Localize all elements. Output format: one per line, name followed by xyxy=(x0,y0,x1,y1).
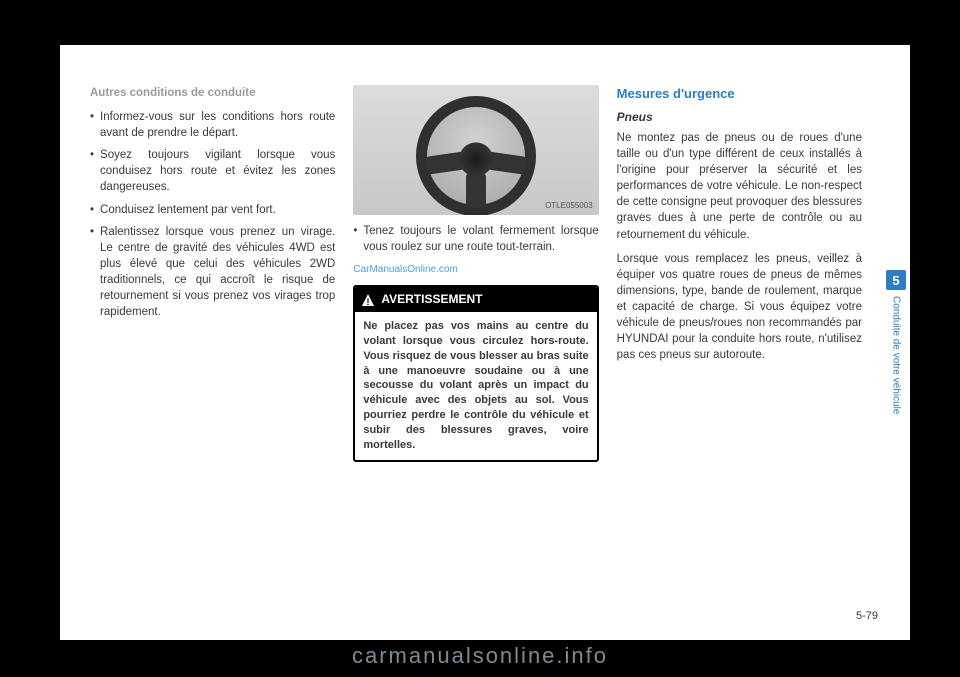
bullet-list-conditions: •Informez-vous sur les conditions hors r… xyxy=(90,109,335,326)
list-item-text: Conduisez lentement par vent fort. xyxy=(100,202,335,218)
column-2: OTLE055003 •Tenez toujours le volant fer… xyxy=(353,85,598,620)
svg-text:!: ! xyxy=(367,297,370,307)
column-1: Autres conditions de conduite •Informez-… xyxy=(90,85,335,620)
list-item: •Soyez toujours vigilant lorsque vous co… xyxy=(90,147,335,195)
steering-wheel-figure: OTLE055003 xyxy=(353,85,598,215)
page-number: 5-79 xyxy=(856,610,878,622)
warning-body: Ne placez pas vos mains au centre du vol… xyxy=(355,312,596,460)
bullet-icon: • xyxy=(90,109,94,141)
list-item-text: Informez-vous sur les conditions hors ro… xyxy=(100,109,335,141)
chapter-tab: 5 xyxy=(886,270,906,290)
list-item: •Informez-vous sur les conditions hors r… xyxy=(90,109,335,141)
chapter-sidebar: 5 Conduite de votre véhicule xyxy=(882,45,910,640)
chapter-title-vertical: Conduite de votre véhicule xyxy=(891,296,902,414)
paragraph: Ne montez pas de pneus ou de roues d'une… xyxy=(617,130,862,243)
figure-code: OTLE055003 xyxy=(545,200,593,211)
paragraph: Lorsque vous remplacez les pneus, veille… xyxy=(617,251,862,364)
bullet-icon: • xyxy=(90,224,94,321)
list-item: •Ralentissez lorsque vous prenez un vira… xyxy=(90,224,335,321)
list-item-text: Tenez toujours le volant fermement lorsq… xyxy=(363,223,598,255)
list-item-text: Soyez toujours vigilant lorsque vous con… xyxy=(100,147,335,195)
bullet-icon: • xyxy=(90,147,94,195)
content-columns: Autres conditions de conduite •Informez-… xyxy=(60,45,882,640)
bullet-icon: • xyxy=(90,202,94,218)
steering-wheel-icon xyxy=(416,96,536,215)
subheading-other-conditions: Autres conditions de conduite xyxy=(90,85,335,101)
footer-watermark: carmanualsonline.info xyxy=(352,643,608,669)
list-item-text: Ralentissez lorsque vous prenez un virag… xyxy=(100,224,335,321)
bullet-list-steering: •Tenez toujours le volant fermement lors… xyxy=(353,223,598,261)
list-item: • Conduisez lentement par vent fort. xyxy=(90,202,335,218)
warning-header: ! AVERTISSEMENT xyxy=(355,287,596,312)
warning-box: ! AVERTISSEMENT Ne placez pas vos mains … xyxy=(353,285,598,461)
warning-triangle-icon: ! xyxy=(361,293,375,307)
subheading-tires: Pneus xyxy=(617,109,862,126)
manual-page: Autres conditions de conduite •Informez-… xyxy=(60,45,910,640)
warning-title: AVERTISSEMENT xyxy=(381,291,482,308)
heading-emergency: Mesures d'urgence xyxy=(617,85,862,103)
bullet-icon: • xyxy=(353,223,357,255)
inline-watermark: CarManualsOnline.com xyxy=(353,263,598,277)
column-3: Mesures d'urgence Pneus Ne montez pas de… xyxy=(617,85,862,620)
list-item: •Tenez toujours le volant fermement lors… xyxy=(353,223,598,255)
